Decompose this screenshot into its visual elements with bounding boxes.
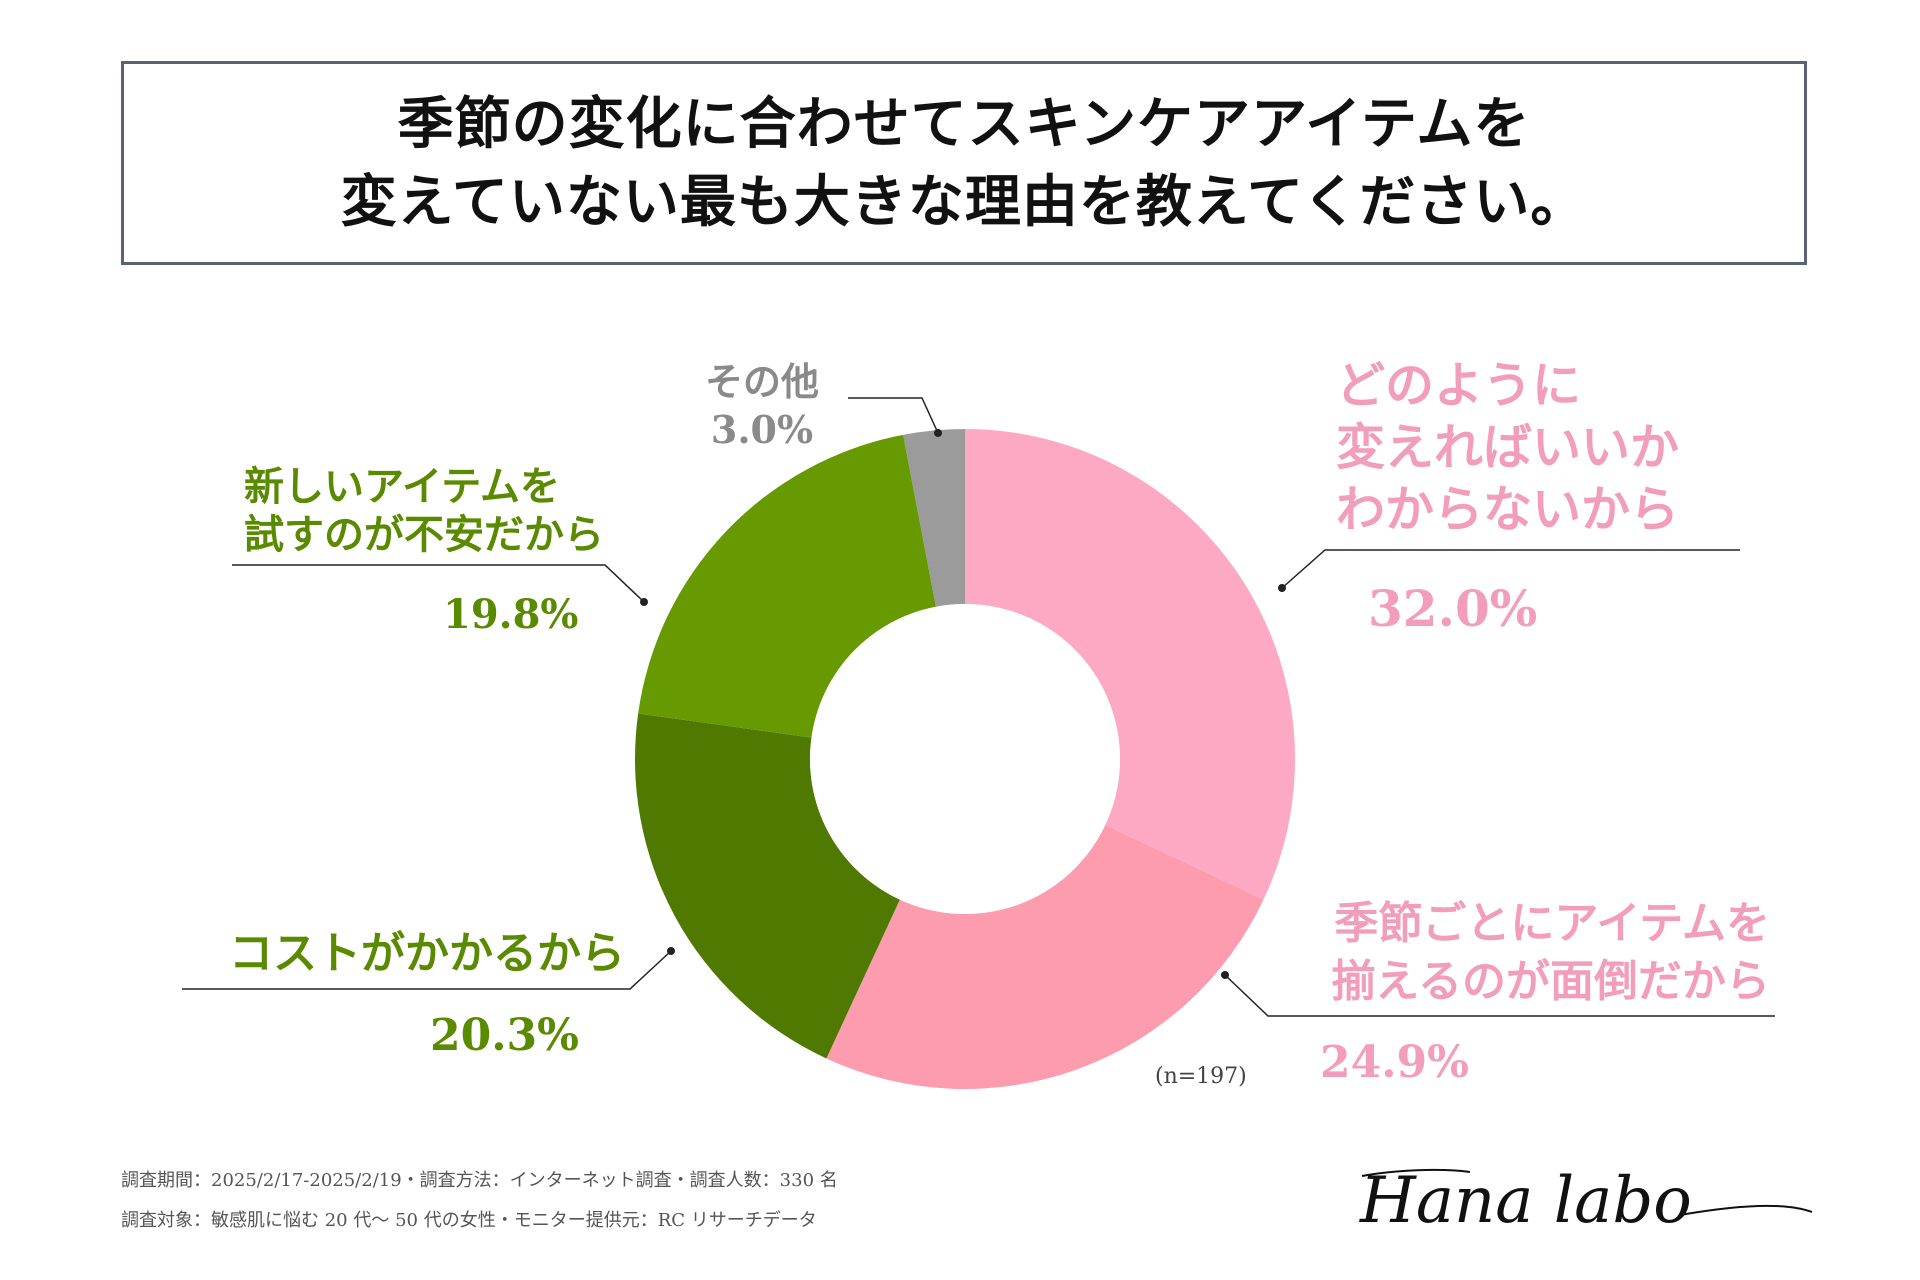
page-title-line-2: 変えていない最も大きな理由を教えてください。	[340, 169, 1588, 235]
brand-logo-text: Hana labo	[1359, 1164, 1692, 1238]
donut-slice-3	[635, 713, 900, 1059]
donut-slice-4	[638, 434, 936, 738]
value-slice-3: 20.3%	[430, 1010, 579, 1061]
leader-line-slice-1	[1281, 549, 1740, 589]
title-box: 季節の変化に合わせてスキンケアアイテムを 変えていない最も大きな理由を教えてくだ…	[121, 61, 1807, 265]
leader-dot-slice-1	[1278, 584, 1286, 592]
value-slice-1: 32.0%	[1368, 579, 1537, 638]
leader-line-slice-5	[848, 397, 939, 434]
donut-slice-1	[965, 429, 1295, 900]
label-slice-2-line-1: 季節ごとにアイテムを	[1334, 898, 1770, 949]
value-slice-4: 19.8%	[443, 591, 578, 638]
value-slice-5: 3.0%	[711, 407, 813, 452]
brand-logo: Hana labo	[1359, 1164, 1813, 1238]
label-slice-1-line-1: どのように	[1336, 356, 1581, 414]
page-title-line-1: 季節の変化に合わせてスキンケアアイテムを	[397, 91, 1531, 157]
sample-size-note: (n=197)	[1155, 1064, 1247, 1089]
label-slice-3-line-1: コストがかかるから	[229, 928, 625, 979]
value-slice-2: 24.9%	[1320, 1037, 1469, 1088]
footer-survey-target: 調査対象：敏感肌に悩む 20 代〜 50 代の女性・モニター提供元：RC リサー…	[121, 1210, 817, 1231]
leader-line-slice-4	[232, 564, 645, 603]
leader-dot-slice-5	[934, 429, 942, 437]
leader-dot-slice-2	[1221, 971, 1229, 979]
donut-slice-5	[903, 429, 965, 607]
footer-survey-period: 調査期間：2025/2/17-2025/2/19・調査方法：インターネット調査・…	[121, 1170, 838, 1191]
label-slice-2-line-2: 揃えるのが面倒だから	[1331, 956, 1770, 1007]
label-slice-4-line-1: 新しいアイテムを	[244, 463, 560, 510]
donut-slice-2	[826, 824, 1264, 1089]
brand-logo-tail	[1679, 1204, 1813, 1216]
label-slice-4-line-2: 試すのが不安だから	[244, 511, 604, 558]
label-slice-5-line-1: その他	[705, 359, 819, 404]
leader-dot-slice-3	[667, 947, 675, 955]
leader-line-slice-2	[1224, 974, 1775, 1017]
brand-logo-flourish	[1361, 1168, 1471, 1177]
leader-dot-slice-4	[640, 598, 648, 606]
leader-line-slice-3	[182, 950, 672, 990]
donut-hole	[810, 604, 1120, 914]
label-slice-1-line-3: わからないから	[1336, 480, 1679, 538]
label-slice-1-line-2: 変えればいいか	[1336, 418, 1679, 476]
